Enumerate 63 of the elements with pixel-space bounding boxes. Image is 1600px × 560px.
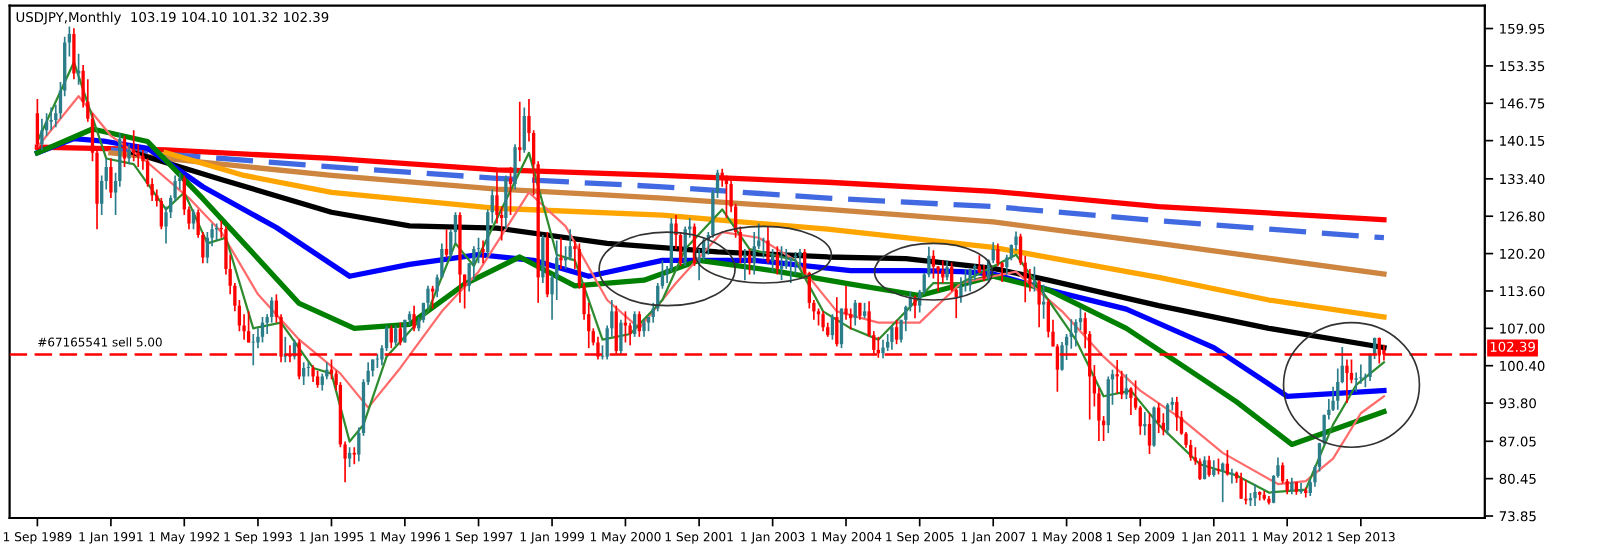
candlestick [412, 304, 416, 332]
candlestick [881, 338, 885, 360]
candlestick [508, 166, 513, 216]
candlestick [1152, 405, 1156, 448]
candlestick [352, 446, 356, 466]
candlestick [637, 310, 641, 338]
candlestick [821, 310, 825, 332]
candlestick [541, 234, 545, 284]
line-series [108, 150, 1387, 277]
candlestick [1304, 486, 1308, 499]
candlestick [1106, 375, 1110, 434]
candlestick [513, 143, 517, 191]
candlestick [127, 143, 131, 165]
candlestick [522, 106, 526, 154]
candlestick [619, 318, 623, 355]
candlestick [1359, 363, 1363, 385]
candlestick [430, 285, 435, 310]
candlestick [913, 294, 917, 319]
candlestick [191, 208, 196, 231]
candlestick [1037, 279, 1041, 329]
candlestick [481, 239, 485, 265]
line-series [108, 147, 1387, 241]
line-series [163, 150, 1387, 320]
candlestick [1239, 471, 1243, 500]
candlestick [779, 245, 784, 282]
candlestick [766, 225, 770, 265]
candlestick [894, 318, 899, 346]
candlestick [109, 157, 113, 199]
candlestick [1299, 482, 1303, 495]
candlestick [1253, 483, 1257, 507]
candlestick [632, 310, 637, 338]
candlestick [1046, 298, 1050, 339]
candlestick [1207, 454, 1211, 478]
candlestick [40, 118, 44, 151]
candlestick [752, 231, 756, 276]
candlestick [798, 248, 802, 270]
candlestick [1129, 386, 1133, 416]
candlestick [76, 52, 81, 86]
candlestick [1124, 373, 1129, 400]
candlestick [1041, 283, 1046, 320]
candlestick [743, 248, 747, 282]
candlestick [1354, 371, 1358, 393]
candlestick [504, 174, 508, 231]
candlestick [444, 228, 449, 259]
candlestick [1147, 412, 1152, 455]
candlestick [830, 313, 835, 341]
candlestick [770, 248, 775, 273]
candlestick [1060, 341, 1064, 372]
candlestick [1032, 265, 1037, 293]
candlestick [959, 276, 963, 304]
candlestick [835, 296, 839, 348]
candlestick [1014, 230, 1018, 252]
candlestick [518, 101, 522, 163]
candlestick [945, 259, 949, 282]
candlestick [568, 228, 572, 262]
candlestick [890, 324, 894, 351]
candlestick [49, 106, 53, 131]
candlestick [205, 231, 210, 265]
candlestick [844, 285, 848, 321]
candlestick [347, 446, 352, 468]
candlestick [793, 251, 798, 276]
candlestick [472, 245, 476, 282]
candlestick [72, 27, 76, 81]
